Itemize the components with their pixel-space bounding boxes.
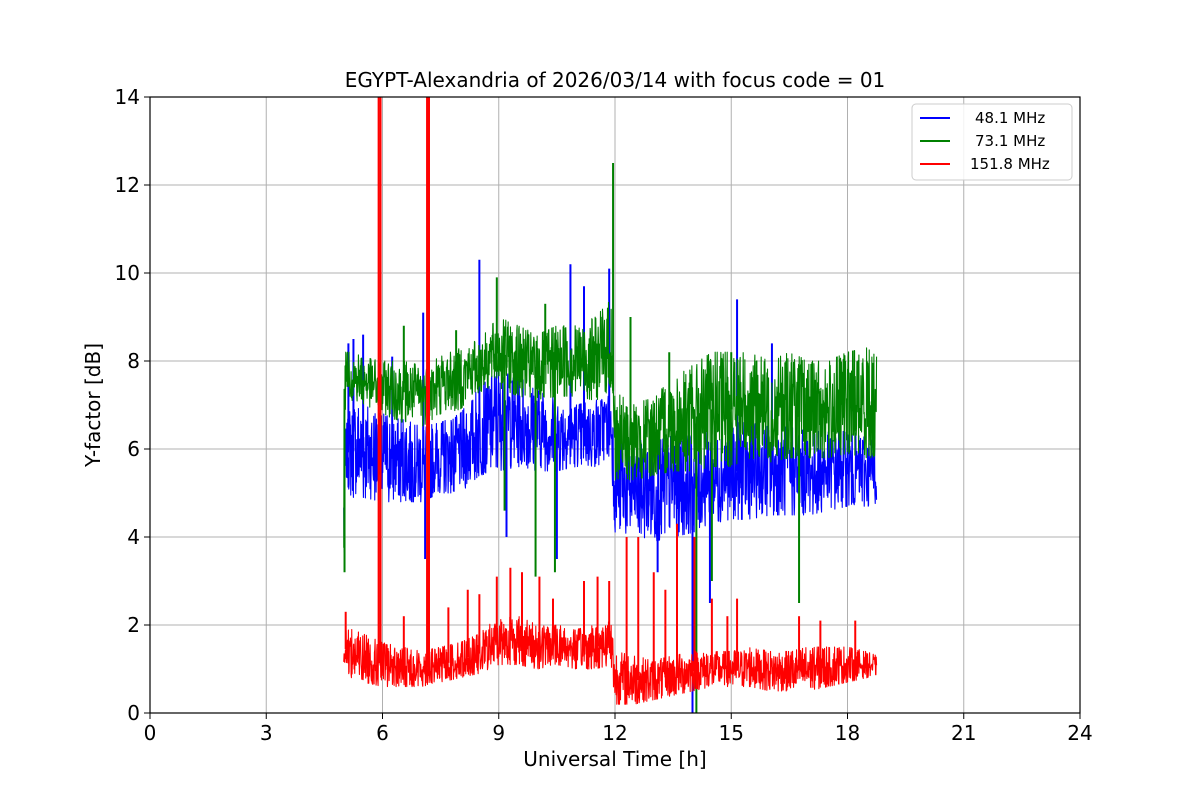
x-tick-label: 0 (144, 721, 157, 745)
legend-label-151mhz: 151.8 MHz (970, 155, 1050, 173)
y-tick-label: 2 (127, 613, 140, 637)
legend-box (911, 103, 1073, 181)
x-tick-label: 24 (1067, 721, 1092, 745)
y-tick-label: 10 (115, 261, 140, 285)
x-axis-label: Universal Time [h] (523, 747, 706, 771)
plot-area (343, 97, 878, 713)
series-151-8-mhz (343, 97, 878, 705)
y-tick-label: 6 (127, 437, 140, 461)
x-tick-label: 6 (376, 721, 389, 745)
x-tick-label: 15 (719, 721, 744, 745)
x-tick-label: 3 (260, 721, 273, 745)
y-tick-label: 4 (127, 525, 140, 549)
legend: 48.1 MHz 73.1 MHz 151.8 MHz (911, 103, 1073, 181)
y-tick-label: 12 (115, 173, 140, 197)
y-axis-label: Y-factor [dB] (81, 343, 105, 468)
y-tick-label: 8 (127, 349, 140, 373)
x-tick-label: 9 (492, 721, 505, 745)
legend-label-73mhz: 73.1 MHz (975, 132, 1045, 150)
y-tick-label: 0 (127, 701, 140, 725)
y-tick-label: 14 (115, 85, 140, 109)
series-line-73-1-mhz (343, 301, 878, 548)
series-line-151-8-mhz (343, 616, 878, 705)
chart-title: EGYPT-Alexandria of 2026/03/14 with focu… (345, 68, 886, 92)
x-tick-label: 12 (602, 721, 627, 745)
legend-label-48mhz: 48.1 MHz (975, 109, 1045, 127)
x-tick-label: 21 (951, 721, 976, 745)
x-tick-label: 18 (835, 721, 860, 745)
series-73-1-mhz (343, 163, 878, 713)
